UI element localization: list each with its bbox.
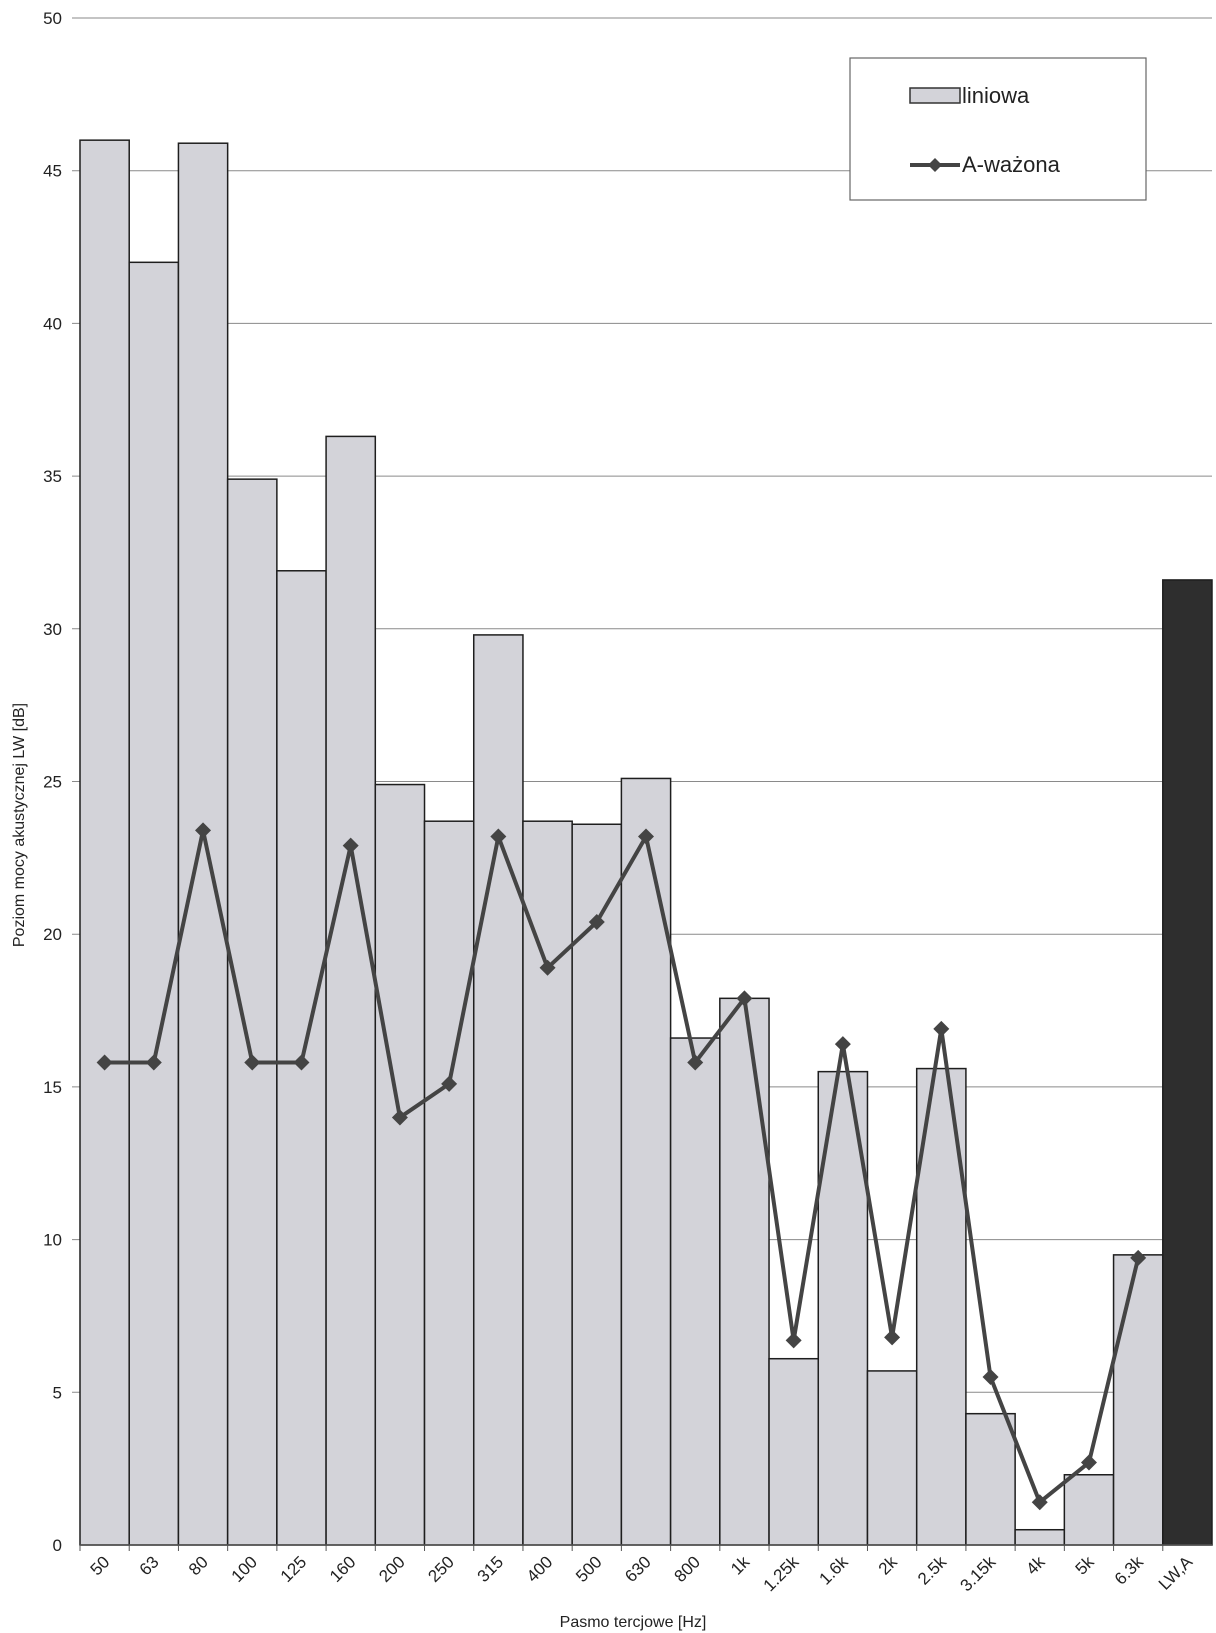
x-tick-label: 160 <box>326 1552 359 1585</box>
x-tick-label: 315 <box>474 1552 507 1585</box>
bar-liniowa-80 <box>177 142 229 1546</box>
marker-50 <box>96 1054 113 1071</box>
bar-liniowa-3.15k <box>965 1412 1016 1546</box>
bar-liniowa-250 <box>423 820 475 1546</box>
marker-3.15k <box>982 1369 999 1386</box>
legend: liniowa A-ważona <box>849 57 1147 201</box>
x-tick-labels: 50 63 80 100 125 160 200 250 315 400 500 630 800 1k 1.… <box>79 1545 1197 1595</box>
x-tick-label: LW,A <box>1155 1552 1197 1594</box>
bar-liniowa-63 <box>128 261 180 1546</box>
marker-1.25k <box>785 1332 802 1349</box>
marker-6.3k <box>1130 1249 1147 1266</box>
y-tick-label: 15 <box>43 1078 62 1097</box>
marker-4k <box>1031 1494 1048 1511</box>
x-tick-label: 4k <box>1022 1552 1048 1578</box>
x-tick-label: 1.25k <box>760 1552 803 1595</box>
x-tick-label: 500 <box>572 1552 605 1585</box>
bar-liniowa-200 <box>374 783 426 1546</box>
y-tick-labels: 0 5 10 15 20 25 30 35 40 45 50 <box>43 9 62 1555</box>
bar-liniowa-1.25k <box>768 1357 820 1546</box>
series-line-A-ważona <box>104 828 1141 1505</box>
marker-200 <box>391 1109 408 1126</box>
y-tick-label: 5 <box>53 1383 62 1402</box>
bar-liniowa-4k <box>1014 1528 1066 1546</box>
marker-1.6k <box>834 1036 851 1053</box>
marker-2.5k <box>933 1020 950 1037</box>
bar-liniowa-100 <box>226 478 278 1546</box>
x-tick-label: 400 <box>523 1552 556 1585</box>
y-tick-label: 25 <box>43 773 62 792</box>
bar-liniowa-400 <box>522 820 573 1546</box>
x-tick-label: 630 <box>621 1552 654 1585</box>
marker-5k <box>1080 1454 1097 1471</box>
legend-box <box>849 57 1147 201</box>
a-weighted-line <box>96 822 1147 1511</box>
bar-liniowa-5k <box>1063 1474 1115 1546</box>
x-tick-label: 6.3k <box>1111 1552 1148 1589</box>
bar-liniowa-160 <box>325 435 377 1546</box>
y-tick-label: 10 <box>43 1231 62 1250</box>
marker-500 <box>588 913 605 930</box>
marker-100 <box>244 1054 261 1071</box>
y-tick-label: 35 <box>43 467 62 486</box>
x-tick-label: 100 <box>228 1552 261 1585</box>
marker-250 <box>441 1075 458 1092</box>
bar-liniowa-1k <box>719 997 770 1546</box>
y-tick-label: 0 <box>53 1536 62 1555</box>
legend-label-liniowa: liniowa <box>962 83 1030 108</box>
bar-LW,A-LW,A <box>1162 579 1213 1546</box>
bar-liniowa-315 <box>472 634 524 1546</box>
marker-80 <box>195 822 212 839</box>
y-tick-label: 20 <box>43 925 62 944</box>
marker-400 <box>539 959 556 976</box>
x-tick-label: 800 <box>671 1552 704 1585</box>
x-tick-label: 1k <box>727 1552 753 1578</box>
x-tick-label: 5k <box>1072 1552 1098 1578</box>
x-tick-label: 250 <box>424 1552 457 1585</box>
x-tick-label: 125 <box>277 1552 310 1585</box>
y-axis-title: Poziom mocy akustycznej LW [dB] <box>11 703 28 947</box>
bar-liniowa-630 <box>620 777 672 1546</box>
y-tick-label: 50 <box>43 9 62 28</box>
x-tick-label: 2k <box>875 1552 901 1578</box>
legend-label-a-weighted: A-ważona <box>962 152 1061 177</box>
marker-315 <box>490 828 507 845</box>
x-tick-label: 2.5k <box>914 1552 951 1589</box>
x-tick-label: 200 <box>375 1552 408 1585</box>
legend-swatch-a-weighted-marker <box>928 158 942 172</box>
x-axis-title: Pasmo tercjowe [Hz] <box>560 1614 707 1631</box>
bar-liniowa-500 <box>571 823 623 1546</box>
bar-liniowa-2k <box>866 1370 918 1546</box>
x-tick-label: 80 <box>185 1552 212 1579</box>
x-tick-label: 50 <box>87 1552 114 1579</box>
x-tick-label: 1.6k <box>816 1552 853 1589</box>
marker-2k <box>884 1329 901 1346</box>
bar-liniowa-800 <box>669 1037 721 1546</box>
marker-630 <box>638 828 654 845</box>
bar-liniowa-6.3k <box>1112 1254 1164 1546</box>
marker-125 <box>293 1054 310 1071</box>
y-tick-label: 45 <box>43 162 62 181</box>
marker-63 <box>145 1054 162 1071</box>
y-tick-label: 30 <box>43 620 62 639</box>
legend-swatch-liniowa <box>909 87 961 104</box>
y-tick-label: 40 <box>43 314 62 333</box>
bar-liniowa-50 <box>79 139 130 1546</box>
marker-800 <box>687 1054 704 1071</box>
marker-1k <box>736 990 753 1007</box>
x-tick-label: 63 <box>136 1552 163 1579</box>
x-tick-label: 3.15k <box>957 1552 1000 1595</box>
marker-160 <box>342 837 359 854</box>
